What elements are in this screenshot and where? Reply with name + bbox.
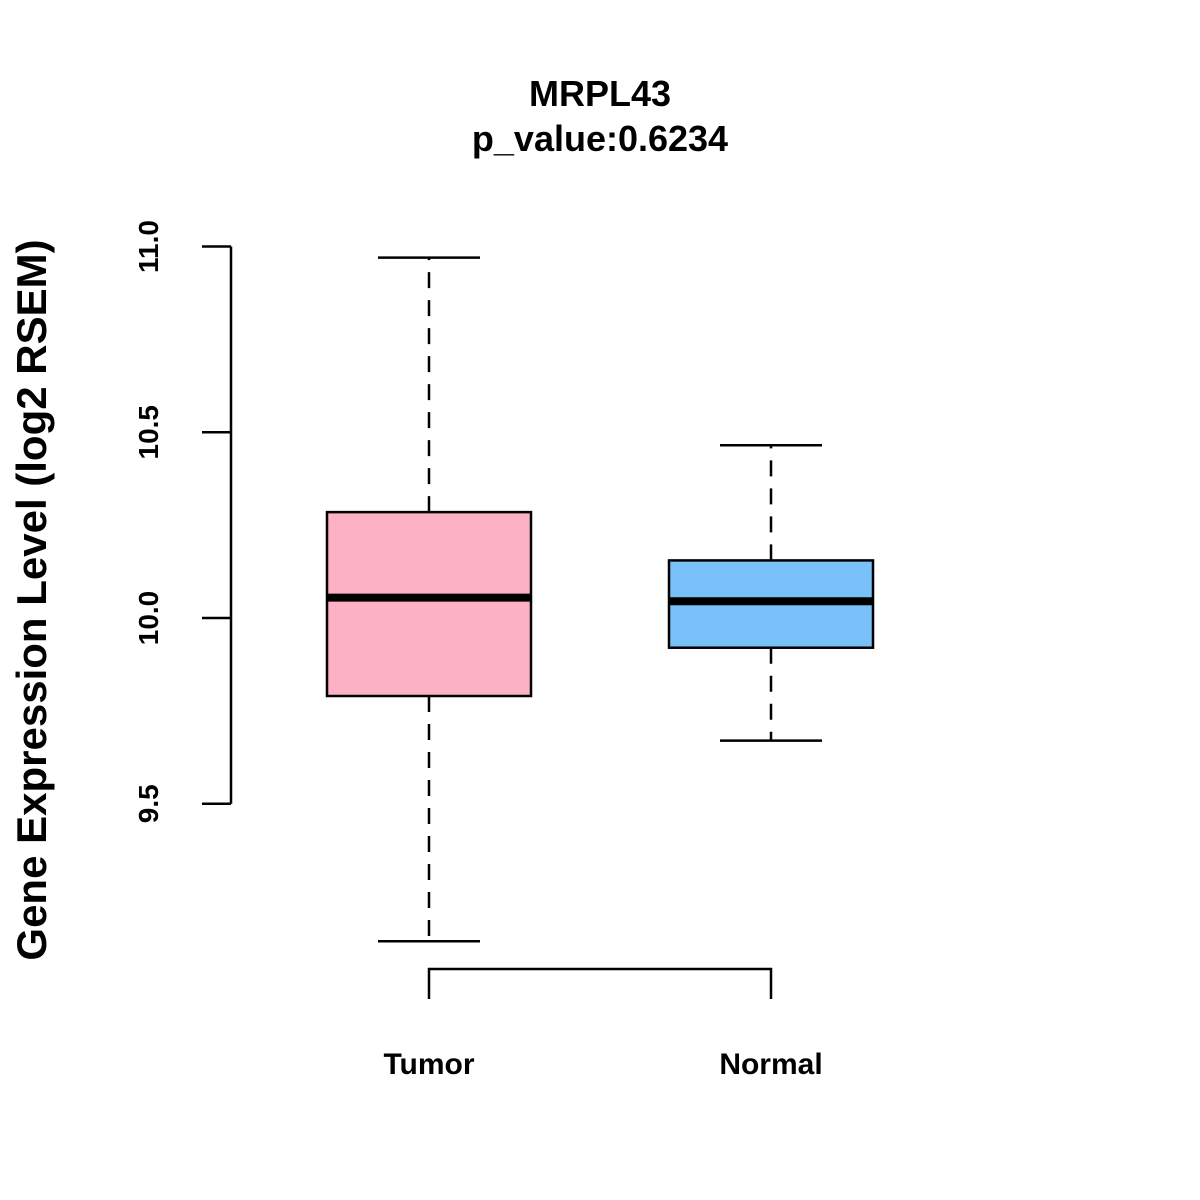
y-tick-label: 10.5 bbox=[133, 405, 164, 460]
y-tick-label: 9.5 bbox=[133, 784, 164, 823]
box-tumor bbox=[325, 256, 533, 943]
y-tick-label: 11.0 bbox=[133, 220, 164, 273]
bracket-line bbox=[427, 967, 773, 999]
y-axis-label: Gene Expression Level (log2 RSEM) bbox=[8, 239, 55, 960]
comparison-bracket bbox=[427, 967, 773, 999]
y-tick-label: 10.0 bbox=[133, 591, 164, 646]
category-labels: Tumor Normal bbox=[383, 1048, 822, 1081]
boxes-group bbox=[325, 256, 875, 943]
box-normal bbox=[667, 444, 875, 742]
chart-title: MRPL43 bbox=[529, 73, 671, 114]
chart-subtitle: p_value:0.6234 bbox=[472, 118, 728, 159]
box-rect bbox=[325, 510, 533, 698]
category-label-tumor: Tumor bbox=[383, 1048, 474, 1081]
category-label-normal: Normal bbox=[719, 1048, 822, 1081]
y-axis: 9.5 10.0 10.5 11.0 bbox=[133, 220, 233, 823]
